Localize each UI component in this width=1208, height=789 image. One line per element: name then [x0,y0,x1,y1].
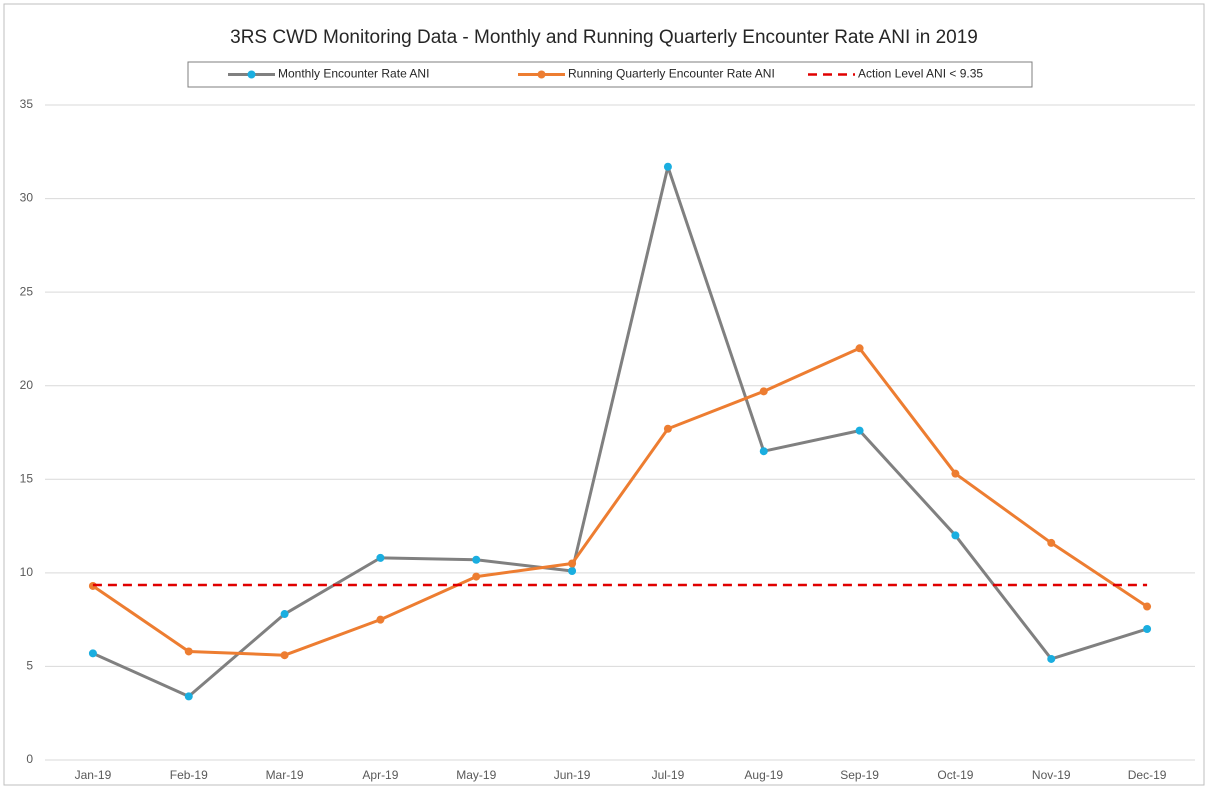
y-tick-label: 10 [20,565,34,579]
marker [472,572,481,581]
x-tick-label: Aug-19 [744,768,783,782]
chart-frame [3,3,1205,786]
legend-box [187,61,1033,88]
y-tick-label: 15 [20,471,34,485]
y-tick-label: 5 [26,659,33,673]
series-line [92,346,1148,657]
marker [280,610,289,619]
x-tick-label: Jun-19 [554,768,591,782]
marker [759,387,768,396]
x-tick-label: Jul-19 [652,768,685,782]
marker [663,162,672,171]
series-line [92,165,1148,698]
marker [472,555,481,564]
chart-title: 3RS CWD Monitoring Data - Monthly and Ru… [230,27,978,48]
x-tick-label: Feb-19 [170,768,208,782]
x-tick-label: Nov-19 [1032,768,1071,782]
marker [376,615,385,624]
x-tick-label: Dec-19 [1128,768,1167,782]
marker [855,426,864,435]
legend-label: Action Level ANI < 9.35 [858,67,983,81]
marker [1143,602,1152,611]
x-tick-label: Oct-19 [937,768,973,782]
marker [280,651,289,660]
marker [1047,538,1056,547]
marker [88,649,97,658]
marker [376,553,385,562]
x-tick-label: May-19 [456,768,496,782]
marker [184,647,193,656]
legend-marker [537,70,546,79]
x-tick-label: Jan-19 [75,768,112,782]
marker [1047,654,1056,663]
marker [184,692,193,701]
marker [951,531,960,540]
x-tick-label: Apr-19 [362,768,398,782]
x-tick-label: Sep-19 [840,768,879,782]
y-tick-label: 30 [20,191,34,205]
y-tick-label: 20 [20,378,34,392]
y-tick-label: 35 [20,97,34,111]
legend-label: Monthly Encounter Rate ANI [278,67,429,81]
marker [663,424,672,433]
legend-marker [247,70,256,79]
x-tick-label: Mar-19 [266,768,304,782]
marker [759,447,768,456]
marker [855,344,864,353]
marker [1143,625,1152,633]
marker [568,566,577,575]
y-tick-label: 0 [26,752,33,766]
legend-label: Running Quarterly Encounter Rate ANI [568,67,775,81]
y-tick-label: 25 [20,284,34,298]
marker [951,469,960,478]
marker [568,559,577,568]
